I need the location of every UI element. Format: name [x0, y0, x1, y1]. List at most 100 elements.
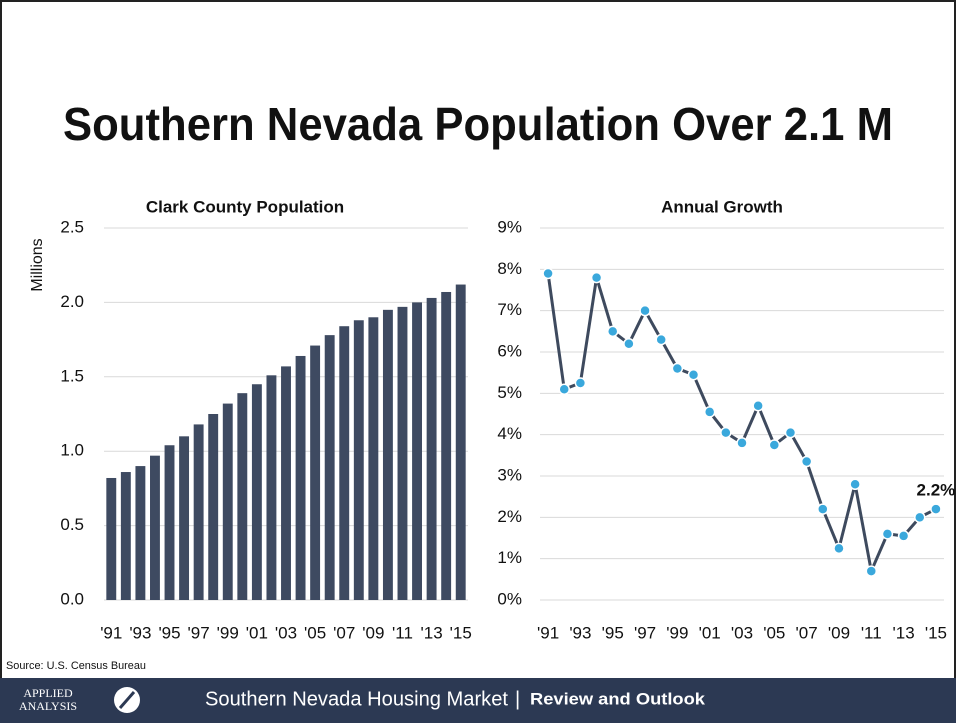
- x-tick-label: '05: [304, 623, 326, 642]
- x-tick-label: '01: [246, 623, 268, 642]
- y-tick-label: 8%: [497, 259, 522, 278]
- bar: [456, 285, 466, 600]
- x-tick-label: '03: [731, 623, 753, 642]
- y-tick-label: 1.0: [60, 441, 84, 460]
- y-tick-label: 0.5: [60, 515, 84, 534]
- point: [608, 326, 618, 336]
- bar: [266, 375, 276, 600]
- x-tick-label: '05: [763, 623, 785, 642]
- bar: [237, 393, 247, 600]
- slide-title: Southern Nevada Population Over 2.1 M: [63, 98, 893, 150]
- point: [850, 479, 860, 489]
- point: [705, 407, 715, 417]
- bar: [150, 456, 160, 600]
- y-tick-label: 1.5: [60, 366, 84, 385]
- point: [737, 438, 747, 448]
- point: [689, 370, 699, 380]
- x-tick-label: '01: [699, 623, 721, 642]
- y-tick-label: 2.5: [60, 217, 84, 236]
- x-tick-label: '03: [275, 623, 297, 642]
- point: [866, 566, 876, 576]
- bar: [223, 404, 233, 600]
- logo-text: APPLIED: [23, 686, 73, 700]
- y-tick-label: 1%: [497, 548, 522, 567]
- y-tick-label: 2%: [497, 507, 522, 526]
- bar: [121, 472, 131, 600]
- x-tick-label: '11: [392, 623, 413, 642]
- bar: [296, 356, 306, 600]
- bar: [398, 307, 408, 600]
- point: [882, 529, 892, 539]
- bar: [106, 478, 116, 600]
- point: [721, 428, 731, 438]
- bar: [179, 436, 189, 600]
- y-tick-label: 4%: [497, 424, 522, 443]
- point: [834, 543, 844, 553]
- y-tick-label: 9%: [497, 217, 522, 236]
- y-tick-label: 0.0: [60, 589, 84, 608]
- footer-separator: |: [515, 688, 520, 710]
- bar: [383, 310, 393, 600]
- x-tick-label: '91: [537, 623, 559, 642]
- bar: [354, 320, 364, 600]
- x-tick-label: '13: [421, 623, 443, 642]
- bar: [281, 366, 291, 600]
- chart-title: Annual Growth: [661, 197, 783, 216]
- point: [785, 428, 795, 438]
- x-tick-label: '07: [333, 623, 355, 642]
- bar: [427, 298, 437, 600]
- y-tick-label: 6%: [497, 341, 522, 360]
- logo-text: ANALYSIS: [19, 699, 77, 713]
- bar: [252, 384, 262, 600]
- data-label: 2.2%: [917, 481, 956, 500]
- point: [640, 306, 650, 316]
- footer-text: Review and Outlook: [530, 689, 706, 708]
- chart-title: Clark County Population: [146, 197, 344, 216]
- point: [899, 531, 909, 541]
- x-tick-label: '97: [634, 623, 656, 642]
- x-tick-label: '93: [569, 623, 591, 642]
- point: [575, 378, 585, 388]
- x-tick-label: '95: [602, 623, 624, 642]
- point: [818, 504, 828, 514]
- point: [592, 273, 602, 283]
- bar: [194, 424, 204, 600]
- y-tick-label: 3%: [497, 465, 522, 484]
- point: [753, 401, 763, 411]
- point: [543, 268, 553, 278]
- point: [802, 457, 812, 467]
- x-tick-label: '09: [828, 623, 850, 642]
- y-tick-label: 5%: [497, 383, 522, 402]
- y-tick-label: 7%: [497, 300, 522, 319]
- x-tick-label: '95: [158, 623, 180, 642]
- y-axis-label: Millions: [29, 238, 46, 291]
- x-tick-label: '99: [666, 623, 688, 642]
- point: [672, 364, 682, 374]
- point: [915, 512, 925, 522]
- x-tick-label: '93: [129, 623, 151, 642]
- bar: [165, 445, 175, 600]
- x-tick-label: '09: [362, 623, 384, 642]
- bar: [135, 466, 145, 600]
- bar: [325, 335, 335, 600]
- bar: [310, 346, 320, 600]
- x-tick-label: '11: [861, 623, 882, 642]
- x-tick-label: '07: [796, 623, 818, 642]
- bar: [368, 317, 378, 600]
- bar: [412, 302, 422, 600]
- x-tick-label: '91: [100, 623, 122, 642]
- bar: [208, 414, 218, 600]
- x-tick-label: '99: [217, 623, 239, 642]
- point: [624, 339, 634, 349]
- point: [656, 335, 666, 345]
- bar: [339, 326, 349, 600]
- x-tick-label: '15: [925, 623, 947, 642]
- source-note: Source: U.S. Census Bureau: [6, 660, 146, 672]
- bar: [441, 292, 451, 600]
- footer-text: Southern Nevada Housing Market: [205, 688, 508, 710]
- slide: Southern Nevada Population Over 2.1 M So…: [0, 0, 956, 723]
- point: [931, 504, 941, 514]
- y-tick-label: 2.0: [60, 292, 84, 311]
- y-tick-label: 0%: [497, 589, 522, 608]
- x-tick-label: '97: [188, 623, 210, 642]
